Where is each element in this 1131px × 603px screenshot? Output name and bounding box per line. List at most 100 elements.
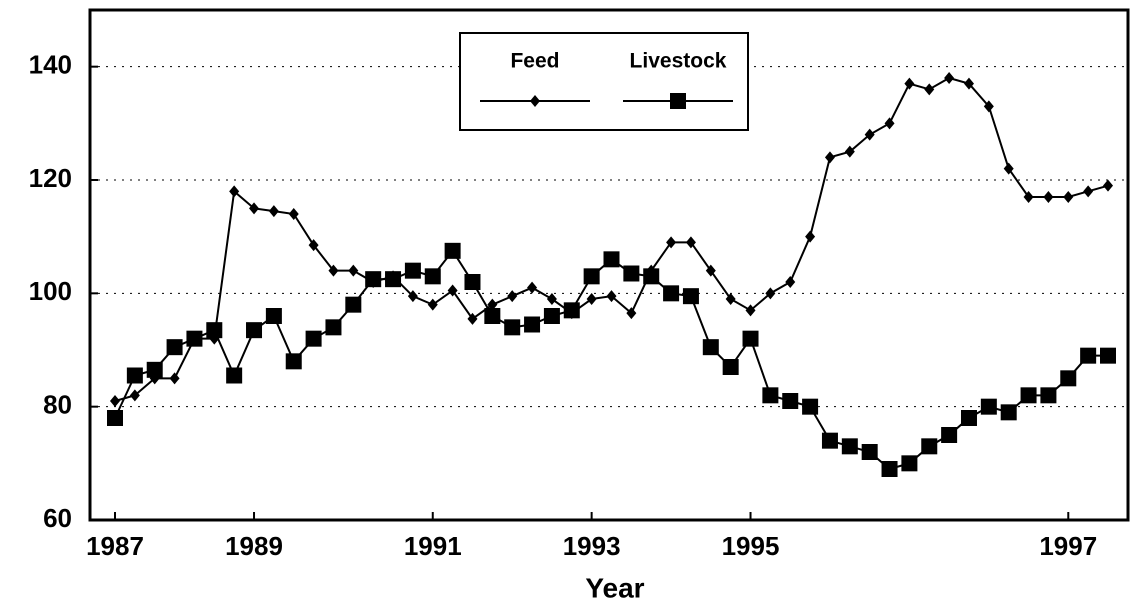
marker bbox=[385, 271, 402, 288]
x-tick-label: 1987 bbox=[86, 531, 144, 561]
marker bbox=[129, 389, 140, 402]
marker bbox=[824, 151, 835, 164]
marker bbox=[107, 410, 123, 426]
marker bbox=[1080, 347, 1097, 364]
marker bbox=[1020, 387, 1037, 404]
marker bbox=[944, 72, 955, 84]
y-tick-label: 120 bbox=[29, 163, 72, 193]
marker bbox=[110, 395, 120, 407]
marker bbox=[166, 339, 183, 356]
marker bbox=[941, 427, 958, 443]
marker bbox=[805, 230, 816, 243]
marker bbox=[546, 293, 557, 305]
marker bbox=[1000, 404, 1017, 421]
x-tick-label: 1989 bbox=[225, 531, 283, 561]
marker bbox=[725, 293, 736, 305]
marker bbox=[586, 293, 597, 305]
y-tick-label: 140 bbox=[29, 50, 72, 80]
marker bbox=[527, 281, 538, 294]
marker bbox=[444, 242, 461, 259]
marker bbox=[543, 308, 560, 324]
marker bbox=[666, 236, 677, 249]
legend-marker bbox=[530, 95, 540, 107]
marker bbox=[921, 438, 938, 455]
marker bbox=[821, 432, 838, 449]
marker bbox=[407, 290, 418, 303]
marker bbox=[348, 264, 359, 277]
marker bbox=[606, 290, 617, 303]
marker bbox=[901, 455, 918, 472]
series-line bbox=[114, 249, 1108, 471]
marker bbox=[308, 239, 319, 252]
marker bbox=[464, 274, 481, 290]
marker bbox=[623, 265, 640, 282]
marker bbox=[1083, 185, 1094, 198]
marker bbox=[1063, 191, 1074, 203]
marker bbox=[960, 410, 977, 426]
marker bbox=[904, 77, 915, 90]
marker bbox=[524, 316, 541, 333]
marker bbox=[762, 387, 779, 404]
marker bbox=[685, 236, 696, 249]
marker bbox=[146, 361, 163, 378]
marker bbox=[246, 322, 263, 339]
marker bbox=[682, 288, 699, 305]
marker bbox=[980, 398, 997, 415]
x-tick-label: 1997 bbox=[1039, 531, 1097, 561]
marker bbox=[427, 298, 438, 311]
marker bbox=[705, 264, 716, 277]
marker bbox=[1043, 191, 1054, 203]
marker bbox=[643, 268, 660, 285]
marker bbox=[841, 438, 858, 455]
x-tick-label: 1991 bbox=[404, 531, 462, 561]
marker bbox=[861, 444, 878, 460]
marker bbox=[963, 77, 974, 90]
marker bbox=[983, 100, 994, 113]
marker bbox=[603, 251, 620, 268]
legend-marker bbox=[670, 93, 686, 109]
marker bbox=[487, 298, 498, 311]
marker bbox=[328, 264, 339, 277]
marker bbox=[365, 271, 382, 288]
marker bbox=[447, 284, 458, 297]
marker bbox=[765, 287, 776, 300]
x-tick-label: 1993 bbox=[563, 531, 621, 561]
marker bbox=[285, 353, 302, 370]
marker bbox=[325, 319, 342, 336]
marker bbox=[1100, 347, 1116, 364]
marker bbox=[1103, 179, 1113, 192]
marker bbox=[563, 302, 580, 319]
plot-frame bbox=[88, 8, 1130, 522]
marker bbox=[1040, 387, 1057, 404]
marker bbox=[467, 312, 478, 325]
marker bbox=[1060, 370, 1077, 387]
marker bbox=[782, 393, 799, 409]
marker bbox=[884, 117, 895, 130]
marker bbox=[424, 268, 441, 285]
marker bbox=[745, 304, 756, 317]
marker bbox=[404, 262, 421, 279]
marker bbox=[345, 296, 362, 313]
y-tick-label: 60 bbox=[43, 503, 72, 533]
marker bbox=[186, 330, 203, 347]
marker bbox=[507, 290, 518, 303]
marker bbox=[268, 205, 279, 218]
legend-box bbox=[459, 32, 749, 131]
marker bbox=[802, 398, 819, 415]
marker bbox=[1023, 191, 1034, 203]
marker bbox=[742, 330, 759, 347]
marker bbox=[1003, 162, 1014, 175]
y-tick-label: 100 bbox=[29, 276, 72, 306]
marker bbox=[305, 330, 322, 347]
legend-label: Livestock bbox=[630, 50, 727, 73]
marker bbox=[206, 322, 223, 339]
marker bbox=[288, 208, 299, 220]
marker bbox=[226, 367, 243, 384]
x-tick-label: 1995 bbox=[722, 531, 780, 561]
legend-label: Feed bbox=[510, 50, 559, 73]
marker bbox=[663, 285, 680, 302]
marker bbox=[229, 185, 240, 198]
marker bbox=[265, 308, 282, 324]
marker bbox=[504, 319, 521, 336]
